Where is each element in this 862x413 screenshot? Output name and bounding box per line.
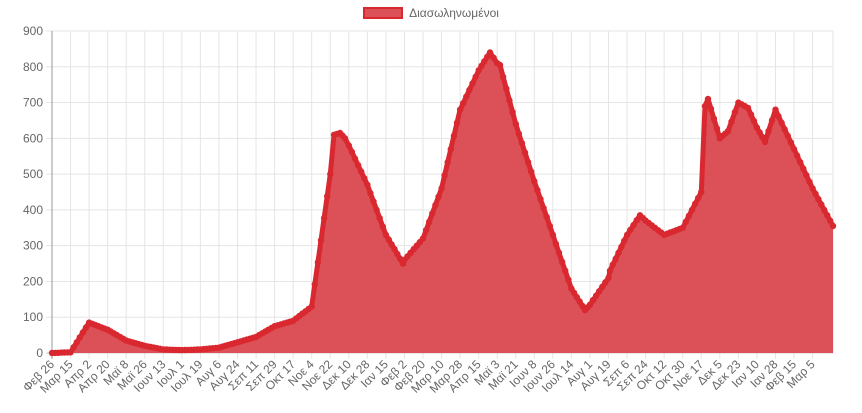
y-tick-label: 600 bbox=[23, 131, 43, 145]
y-tick-label: 300 bbox=[23, 239, 43, 253]
y-tick-label: 0 bbox=[36, 346, 43, 360]
y-tick-label: 500 bbox=[23, 167, 43, 181]
y-tick-label: 900 bbox=[23, 24, 43, 38]
data-points bbox=[48, 49, 837, 357]
data-area bbox=[52, 52, 833, 353]
y-axis: 0 100 200 300 400 500 600 700 800 900 bbox=[23, 24, 43, 360]
y-tick-label: 100 bbox=[23, 310, 43, 324]
legend-label[interactable]: Διασωληνωμένοι bbox=[409, 6, 499, 20]
y-tick-label: 200 bbox=[23, 274, 43, 288]
y-tick-label: 400 bbox=[23, 203, 43, 217]
chart-legend[interactable]: Διασωληνωμένοι bbox=[0, 6, 862, 20]
y-tick-label: 700 bbox=[23, 96, 43, 110]
legend-swatch[interactable] bbox=[363, 7, 404, 19]
y-tick-label: 800 bbox=[23, 60, 43, 74]
